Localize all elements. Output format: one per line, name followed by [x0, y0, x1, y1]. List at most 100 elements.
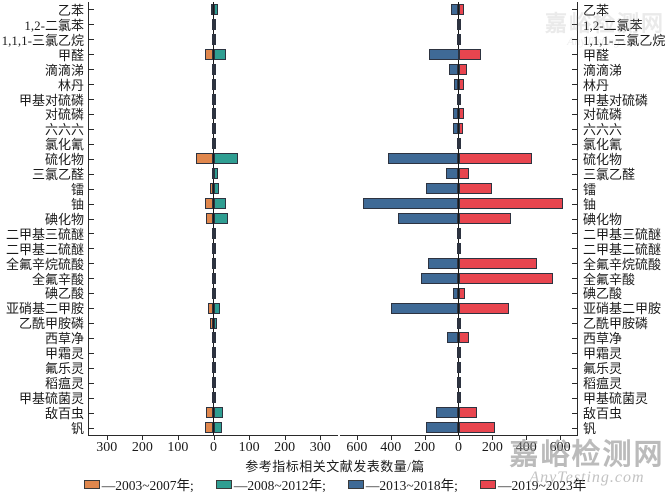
- category-tick: [89, 263, 94, 265]
- bar-2019~2023年: [458, 108, 464, 120]
- category-tick: [572, 173, 577, 175]
- x-tick-label: 200: [481, 440, 503, 455]
- category-tick: [572, 99, 577, 101]
- bar-2008~2012年: [213, 63, 216, 75]
- category-tick: [89, 293, 94, 295]
- bar-2008~2012年: [213, 198, 226, 210]
- bar-2013~2018年: [456, 317, 459, 329]
- bar-2019~2023年: [458, 332, 469, 344]
- category-label: 1,2-二氯苯: [24, 17, 84, 33]
- bar-2019~2023年: [458, 242, 461, 254]
- category-label: 甲基对硫磷: [583, 92, 649, 108]
- category-tick: [89, 397, 94, 399]
- x-axis-tick: [213, 436, 215, 440]
- bar-2019~2023年: [458, 302, 510, 314]
- category-tick: [89, 24, 94, 26]
- category-labels-right: 乙苯 1,2-二氯苯 1,1,1-三氯乙烷 甲醛 滴滴涕 林丹 甲基对硫磷 对硫磷 六六六 氯化氰…: [583, 2, 670, 436]
- category-tick: [572, 367, 577, 369]
- bar-2019~2023年: [458, 392, 461, 404]
- x-axis-tick: [560, 436, 562, 440]
- category-tick: [89, 69, 94, 71]
- category-label: 稻瘟灵: [44, 376, 84, 392]
- category-label: 敌百虫: [583, 405, 623, 421]
- category-label: 甲霜灵: [583, 346, 623, 362]
- bar-2008~2012年: [213, 317, 218, 329]
- x-axis-tick: [424, 436, 426, 440]
- bar-2008~2012年: [213, 183, 219, 195]
- legend-label: —2008~2012年;: [233, 478, 326, 493]
- category-label: 硫化物: [583, 152, 623, 168]
- category-tick: [572, 308, 577, 310]
- bar-2013~2018年: [445, 168, 459, 180]
- legend-label: —2013~2018年;: [365, 478, 458, 493]
- category-label: 氯化氰: [583, 137, 623, 153]
- bar-2019~2023年: [458, 227, 461, 239]
- category-label: 硫化物: [44, 152, 84, 168]
- category-tick: [89, 427, 94, 429]
- category-label: 亚硝基二甲胺: [583, 301, 662, 317]
- category-label: 甲霜灵: [44, 346, 84, 362]
- category-tick: [89, 412, 94, 414]
- bar-2008~2012年: [213, 78, 216, 90]
- x-axis-tick: [177, 436, 179, 440]
- bar-2008~2012年: [213, 123, 216, 135]
- category-label: 氯化氰: [44, 137, 84, 153]
- bar-2008~2012年: [213, 153, 239, 165]
- category-label: 氟乐灵: [583, 361, 623, 377]
- bar-2003~2007年: [206, 213, 214, 224]
- category-tick: [572, 128, 577, 130]
- category-label: 西草净: [44, 331, 84, 347]
- bar-2019~2023年: [458, 33, 461, 45]
- category-label: 三氯乙醛: [583, 167, 636, 183]
- bar-2019~2023年: [458, 123, 463, 135]
- category-tick: [572, 24, 577, 26]
- bar-2019~2023年: [458, 362, 461, 374]
- category-label: 乙苯: [583, 2, 610, 18]
- category-label: 滴滴涕: [583, 62, 623, 78]
- bar-2008~2012年: [213, 332, 216, 344]
- category-tick: [572, 412, 577, 414]
- category-label: 六六六: [44, 122, 84, 138]
- category-label: 乙酰甲胺磷: [583, 316, 649, 332]
- category-tick: [89, 9, 94, 11]
- category-label: 全氟辛酸: [31, 271, 84, 287]
- x-tick-label: 300: [309, 440, 331, 455]
- category-label: 六六六: [583, 122, 623, 138]
- x-tick-label: 400: [380, 440, 402, 455]
- bar-2019~2023年: [458, 257, 538, 269]
- x-axis-tick: [249, 436, 251, 440]
- bar-2008~2012年: [213, 138, 216, 150]
- bar-2008~2012年: [213, 287, 216, 299]
- category-tick: [572, 54, 577, 56]
- bar-2019~2023年: [458, 93, 462, 105]
- x-tick-label: 300: [96, 440, 118, 455]
- bar-2003~2007年: [204, 422, 214, 434]
- category-label: 二甲基二硫醚: [5, 241, 84, 257]
- category-tick: [572, 248, 577, 250]
- category-label: 1,1,1-三氯乙烷: [583, 32, 666, 48]
- bar-2019~2023年: [458, 272, 554, 284]
- bar-2008~2012年: [213, 242, 216, 254]
- bar-2013~2018年: [456, 93, 459, 105]
- category-tick: [89, 113, 94, 115]
- category-label: 敌百虫: [44, 405, 84, 421]
- category-tick: [572, 263, 577, 265]
- bar-2013~2018年: [426, 422, 459, 434]
- bar-2008~2012年: [213, 272, 216, 284]
- category-label: 二甲基三硫醚: [583, 226, 662, 242]
- x-tick-label: 200: [414, 440, 436, 455]
- category-tick: [89, 84, 94, 86]
- category-label: 氟乐灵: [44, 361, 84, 377]
- bar-2008~2012年: [213, 362, 216, 374]
- x-axis-tick: [320, 436, 322, 440]
- category-label: 全氟辛烷硫酸: [583, 256, 662, 272]
- category-tick: [572, 113, 577, 115]
- category-tick: [572, 293, 577, 295]
- bar-2003~2007年: [210, 3, 214, 15]
- bar-2013~2018年: [449, 63, 459, 75]
- bar-2013~2018年: [453, 287, 459, 299]
- category-label: 碘化物: [44, 211, 84, 227]
- legend-swatch: [83, 479, 100, 489]
- category-tick: [89, 233, 94, 235]
- category-label: 钒: [70, 420, 84, 436]
